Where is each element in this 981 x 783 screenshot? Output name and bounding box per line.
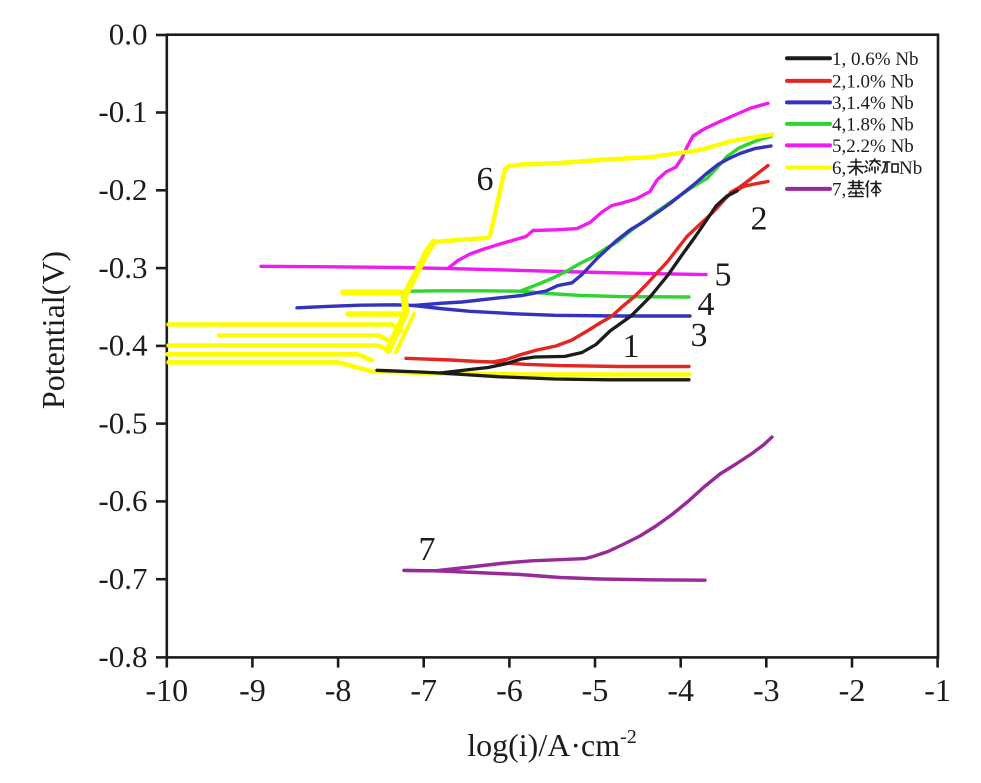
- svg-text:-10: -10: [145, 672, 188, 708]
- svg-text:-6: -6: [496, 672, 523, 708]
- svg-text:-0.6: -0.6: [98, 483, 147, 518]
- svg-text:0.0: 0.0: [109, 17, 148, 52]
- svg-text:-0.1: -0.1: [98, 94, 147, 129]
- svg-text:-5: -5: [582, 672, 609, 708]
- svg-text:-0.4: -0.4: [98, 328, 148, 363]
- svg-text:log(i)/A·cm-2: log(i)/A·cm-2: [467, 726, 637, 763]
- svg-text:-0.5: -0.5: [98, 405, 147, 440]
- svg-text:5: 5: [715, 257, 732, 294]
- svg-text:6,: 6,: [832, 158, 846, 179]
- svg-text:4,1.8% Nb: 4,1.8% Nb: [832, 115, 914, 136]
- svg-text:6: 6: [477, 161, 494, 198]
- svg-text:-3: -3: [753, 672, 780, 708]
- svg-text:Potential(V): Potential(V): [35, 251, 71, 409]
- svg-text:5,2.2% Nb: 5,2.2% Nb: [832, 136, 914, 157]
- svg-text:Nb: Nb: [899, 158, 922, 179]
- svg-text:-0.8: -0.8: [98, 639, 147, 674]
- svg-text:2,1.0% Nb: 2,1.0% Nb: [832, 72, 914, 93]
- svg-text:-1: -1: [924, 672, 951, 708]
- svg-text:3,1.4% Nb: 3,1.4% Nb: [832, 93, 914, 114]
- svg-text:2: 2: [751, 201, 768, 238]
- svg-text:7,: 7,: [832, 180, 846, 201]
- svg-text:1: 1: [623, 328, 640, 365]
- svg-text:-0.2: -0.2: [98, 172, 147, 207]
- svg-text:-4: -4: [667, 672, 694, 708]
- svg-text:7: 7: [419, 531, 436, 568]
- svg-text:-9: -9: [239, 672, 266, 708]
- svg-text:-0.3: -0.3: [98, 250, 147, 285]
- svg-text:4: 4: [698, 286, 715, 323]
- svg-text:-7: -7: [410, 672, 437, 708]
- svg-text:-8: -8: [325, 672, 352, 708]
- svg-text:1, 0.6% Nb: 1, 0.6% Nb: [832, 49, 919, 70]
- svg-text:3: 3: [691, 317, 708, 354]
- svg-text:-0.7: -0.7: [98, 561, 147, 596]
- svg-text:-2: -2: [839, 672, 866, 708]
